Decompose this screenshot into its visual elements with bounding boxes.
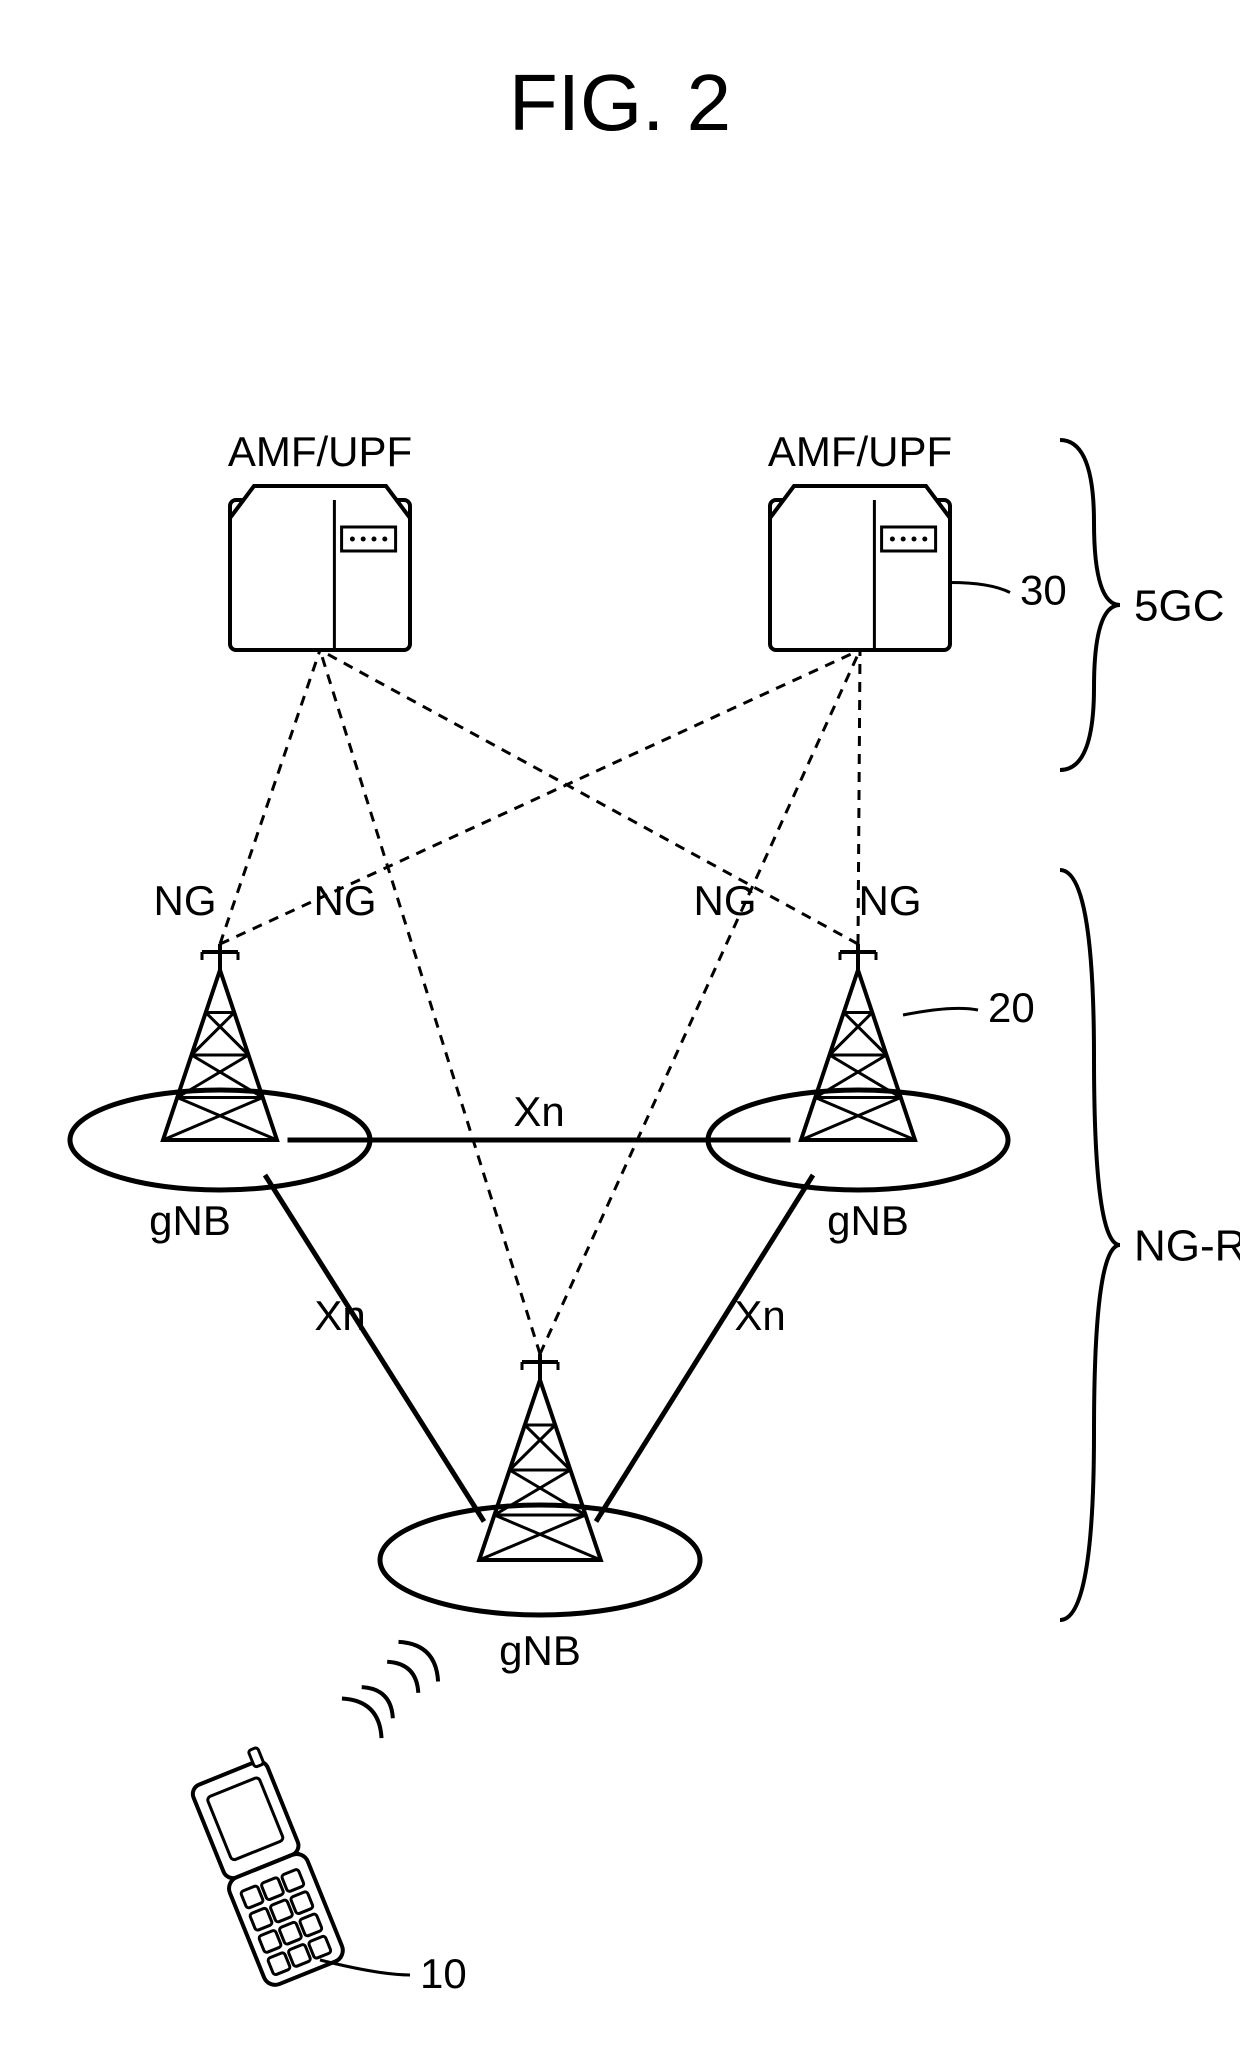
xn-label: Xn xyxy=(314,1292,365,1339)
ng-link xyxy=(540,650,860,1354)
amf-upf-server xyxy=(770,486,950,650)
gnb-tower xyxy=(708,944,1008,1190)
gnb-tower xyxy=(380,1354,700,1615)
radio-wave xyxy=(398,1642,438,1682)
ng-label: NG xyxy=(314,877,377,924)
xn-link xyxy=(596,1175,813,1522)
xn-label: Xn xyxy=(734,1292,785,1339)
ng-label: NG xyxy=(859,877,922,924)
ref-leader-10 xyxy=(320,1960,410,1975)
ng-label: NG xyxy=(154,877,217,924)
ref-leader-20 xyxy=(903,1008,978,1015)
radio-wave xyxy=(342,1698,382,1738)
group-brace xyxy=(1060,870,1120,1620)
amf-upf-label: AMF/UPF xyxy=(228,428,412,475)
ng-link xyxy=(220,650,320,944)
gnb-label: gNB xyxy=(827,1197,909,1244)
amf-upf-label: AMF/UPF xyxy=(768,428,952,475)
radio-wave xyxy=(387,1662,418,1693)
ng-link xyxy=(320,650,540,1354)
group-label: 5GC xyxy=(1134,581,1224,630)
ref-num-20: 20 xyxy=(988,984,1035,1031)
ue-phone xyxy=(183,1746,346,1989)
gnb-tower xyxy=(70,944,370,1190)
figure-title: FIG. 2 xyxy=(509,58,731,147)
ref-leader-30 xyxy=(950,583,1010,593)
amf-upf-server xyxy=(230,486,410,650)
ref-num-30: 30 xyxy=(1020,567,1067,614)
gnb-label: gNB xyxy=(149,1197,231,1244)
ng-link xyxy=(320,650,858,944)
xn-label: Xn xyxy=(513,1088,564,1135)
xn-link xyxy=(265,1175,484,1522)
group-label: NG-RAN xyxy=(1134,1221,1240,1270)
ref-num-10: 10 xyxy=(420,1950,467,1997)
group-brace xyxy=(1060,440,1120,770)
gnb-label: gNB xyxy=(499,1627,581,1674)
ng-label: NG xyxy=(694,877,757,924)
radio-wave xyxy=(362,1687,393,1718)
